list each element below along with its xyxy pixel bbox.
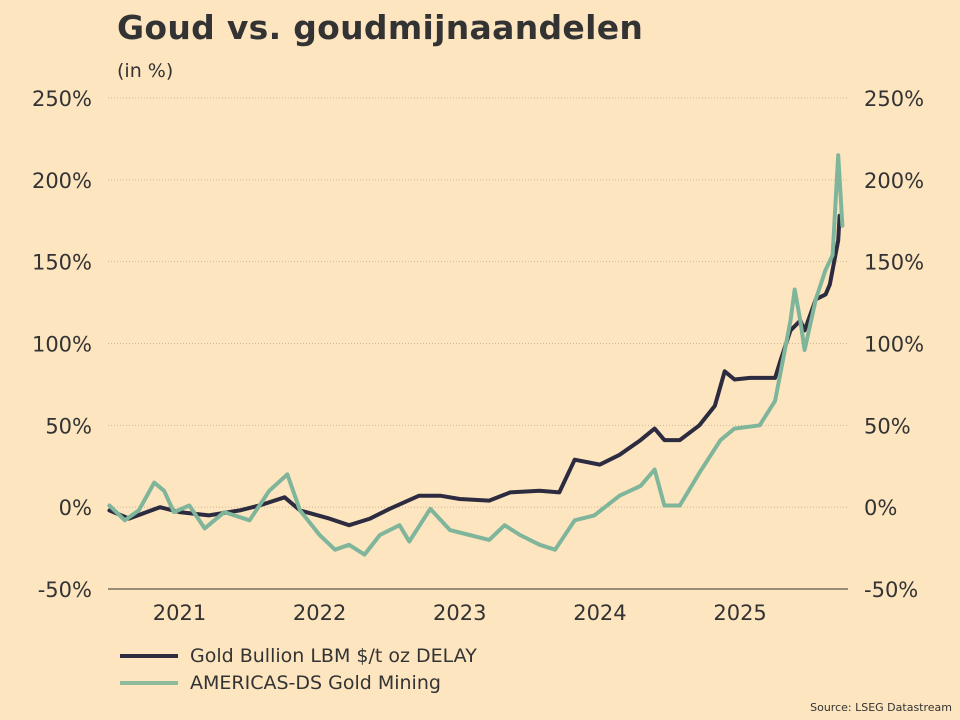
chart-subtitle: (in %): [117, 60, 174, 82]
y-tick-label-left: -50%: [38, 578, 92, 602]
source-note: Source: LSEG Datastream: [810, 701, 952, 714]
y-tick-label-left: 50%: [45, 414, 92, 438]
y-tick-label-left: 250%: [32, 87, 92, 111]
series-line-americas-ds-gold-mining: [107, 153, 845, 557]
y-tick-label-right: 250%: [864, 87, 924, 111]
x-tick-label: 2023: [433, 601, 486, 625]
y-tick-label-left: 200%: [32, 169, 92, 193]
y-tick-label-left: 100%: [32, 333, 92, 357]
chart-title: Goud vs. goudmijnaandelen: [117, 8, 644, 47]
y-tick-label-left: 150%: [32, 251, 92, 275]
y-tick-label-left: 0%: [59, 496, 92, 520]
legend-item-gold-bullion: Gold Bullion LBM $/t oz DELAY: [120, 645, 477, 667]
y-tick-label-right: -50%: [864, 578, 918, 602]
x-tick-label: 2025: [713, 601, 766, 625]
legend-label-gold-bullion: Gold Bullion LBM $/t oz DELAY: [190, 645, 477, 667]
legend-item-gold-mining: AMERICAS-DS Gold Mining: [120, 672, 441, 694]
y-tick-label-right: 50%: [864, 414, 911, 438]
x-tick-label: 2022: [293, 601, 346, 625]
y-tick-label-right: 200%: [864, 169, 924, 193]
series-line-gold-bullion-lbm-t-oz-delay: [107, 213, 842, 528]
legend-swatch-gold-bullion: [120, 654, 178, 658]
x-tick-label: 2021: [153, 601, 206, 625]
y-tick-label-right: 0%: [864, 496, 897, 520]
legend-swatch-gold-mining: [120, 681, 178, 685]
y-tick-label-right: 150%: [864, 251, 924, 275]
y-tick-label-right: 100%: [864, 333, 924, 357]
legend-label-gold-mining: AMERICAS-DS Gold Mining: [190, 672, 441, 694]
x-tick-label: 2024: [573, 601, 626, 625]
